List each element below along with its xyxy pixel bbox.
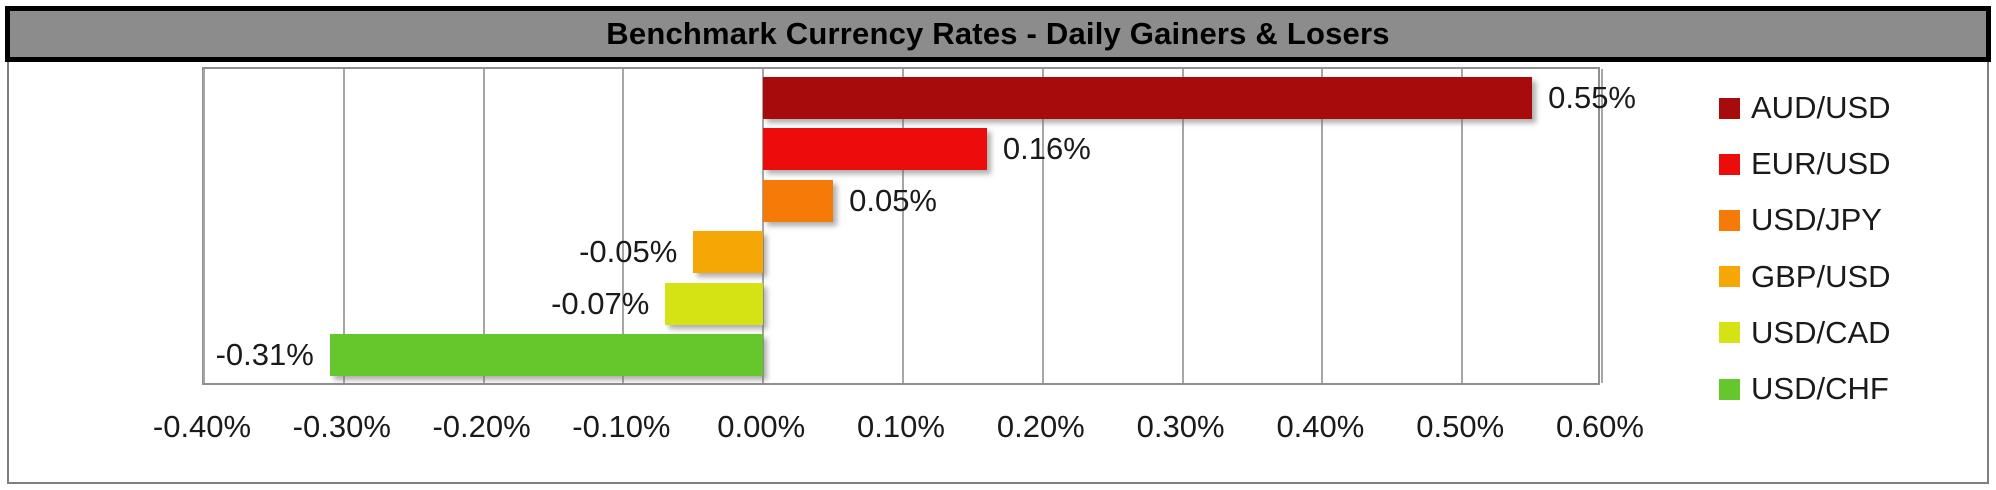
x-tick-0-40-: 0.40% — [1276, 409, 1365, 444]
legend-swatch-usd-cad — [1719, 322, 1740, 344]
value-label-eur-usd: 0.16% — [1002, 131, 1091, 166]
gridline--0.30% — [342, 69, 345, 383]
bar-eur-usd — [763, 128, 987, 170]
legend-item-gbp-usd: GBP/USD — [1719, 258, 1891, 294]
bar-aud-usd — [763, 77, 1533, 119]
value-label-gbp-usd: -0.05% — [579, 234, 678, 269]
legend-item-usd-jpy: USD/JPY — [1719, 202, 1882, 238]
value-label-usd-jpy: 0.05% — [849, 183, 937, 218]
x-tick-0-10-: 0.10% — [857, 409, 945, 444]
x-tick-0-20-: 0.20% — [996, 409, 1085, 444]
value-label-usd-cad: -0.07% — [551, 286, 650, 321]
legend: AUD/USD EUR/USD USD/JPY GBP/USD USD/CAD USD/C… — [1719, 0, 1989, 490]
legend-label-usd-chf: USD/CHF — [1751, 371, 1889, 406]
x-tick-0-50-: 0.50% — [1416, 409, 1505, 444]
bar-usd-cad — [665, 283, 764, 325]
gridline-0.60% — [1601, 69, 1603, 383]
legend-label-usd-cad: USD/CAD — [1751, 314, 1891, 350]
plot-area: 0.55% 0.16% 0.05% -0.05% -0.07% -0.31% — [202, 67, 1636, 385]
legend-item-aud-usd: AUD/USD — [1719, 90, 1891, 125]
legend-item-usd-chf: USD/CHF — [1719, 371, 1889, 406]
legend-swatch-usd-jpy — [1719, 209, 1740, 231]
gridline--0.20% — [482, 69, 485, 383]
bar-usd-chf — [329, 334, 764, 376]
gridline--0.40% — [203, 69, 205, 383]
gridline--0.10% — [622, 69, 625, 383]
bar-gbp-usd — [693, 231, 764, 273]
legend-label-gbp-usd: GBP/USD — [1751, 258, 1891, 294]
x-tick--0-10-: -0.10% — [572, 409, 671, 444]
gridline-0.30% — [1181, 69, 1184, 383]
chart-title-bar: Benchmark Currency Rates - Daily Gainers… — [5, 6, 1991, 62]
x-tick--0-20-: -0.20% — [432, 409, 531, 444]
legend-swatch-aud-usd — [1719, 97, 1740, 119]
legend-item-usd-cad: USD/CAD — [1719, 314, 1891, 350]
legend-label-eur-usd: EUR/USD — [1751, 146, 1891, 182]
legend-swatch-eur-usd — [1719, 153, 1740, 175]
x-tick--0-30-: -0.30% — [292, 409, 391, 444]
legend-swatch-usd-chf — [1719, 378, 1740, 400]
x-tick-0-30-: 0.30% — [1136, 409, 1225, 444]
gridline-0.10% — [902, 69, 904, 383]
gridline-0.40% — [1321, 69, 1324, 383]
legend-label-usd-jpy: USD/JPY — [1751, 202, 1882, 238]
value-label-usd-chf: -0.31% — [215, 337, 314, 372]
value-label-aud-usd: 0.55% — [1548, 80, 1636, 115]
gridline-0.00% — [762, 69, 765, 383]
gridline-0.50% — [1461, 69, 1464, 383]
chart-title: Benchmark Currency Rates - Daily Gainers… — [606, 16, 1390, 51]
gridline-0.20% — [1041, 69, 1044, 383]
legend-swatch-gbp-usd — [1719, 266, 1740, 288]
legend-item-eur-usd: EUR/USD — [1719, 146, 1891, 182]
legend-label-aud-usd: AUD/USD — [1751, 90, 1891, 125]
x-tick-0-60-: 0.60% — [1556, 409, 1644, 444]
x-tick--0-40-: -0.40% — [152, 409, 252, 444]
x-tick-0-00-: 0.00% — [717, 409, 806, 444]
bar-usd-jpy — [763, 180, 834, 222]
